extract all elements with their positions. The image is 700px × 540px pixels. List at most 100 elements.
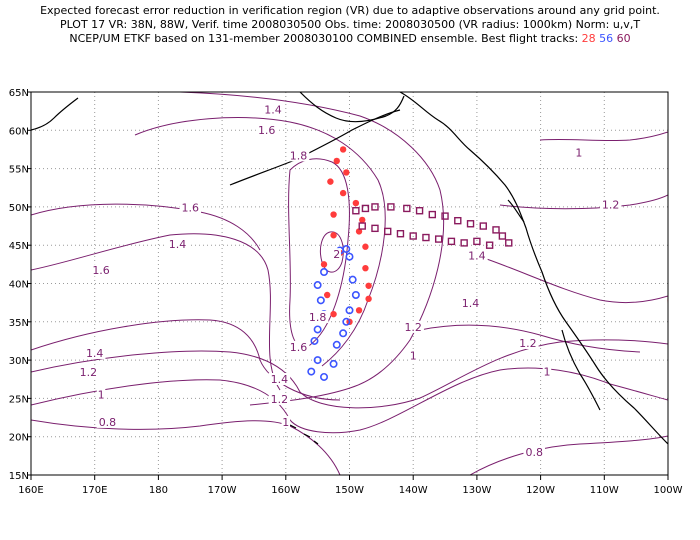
axis-ticks — [27, 91, 669, 480]
contour-label-bg — [179, 201, 201, 214]
contour-label-bg — [83, 346, 106, 359]
contour-label: 1.6 — [290, 341, 308, 354]
track-56-point — [345, 306, 354, 315]
track-56-point — [313, 325, 322, 334]
track-56-point — [332, 340, 341, 349]
track-60-point — [441, 212, 449, 220]
track-56-point — [320, 372, 329, 381]
track-56-point — [313, 281, 322, 290]
contour-label: 1.6 — [258, 124, 276, 137]
contour-label-bg — [306, 310, 329, 323]
contour-label-bg — [96, 388, 106, 401]
contour-label: 1.2 — [519, 337, 537, 350]
title-line-3: NCEP/UM ETKF based on 131-member 2008030… — [0, 32, 700, 46]
title-line-3-text: NCEP/UM ETKF based on 131-member 2008030… — [69, 32, 579, 45]
contour-label: 1 — [410, 349, 417, 362]
track-56-legend: 56 — [599, 32, 614, 45]
verification-region-circle — [667, 289, 668, 311]
track-28-point — [352, 199, 360, 207]
track-60-point — [361, 204, 370, 213]
contour-label: 2 — [333, 248, 340, 261]
contour-label-bg — [523, 445, 545, 458]
track-56-point — [329, 359, 338, 368]
contour-1-8-inner — [288, 158, 350, 348]
track-28-point — [355, 228, 363, 235]
track-28-point — [355, 307, 363, 314]
lon-tick-label: 120W — [526, 485, 555, 496]
contour-label-bg — [287, 340, 310, 353]
contour-label: 1 — [98, 388, 105, 401]
contour-label: 1 — [282, 416, 289, 429]
lat-tick-label: 35N — [9, 318, 29, 329]
contour-label: 1.6 — [182, 201, 200, 214]
contour-label-bg — [466, 249, 488, 262]
track-60-point — [492, 226, 500, 234]
lat-tick-label: 45N — [9, 241, 29, 252]
track-60-point — [460, 239, 468, 247]
contour-1-4-south — [31, 319, 341, 401]
track-60-point — [466, 220, 475, 228]
track-60-point — [434, 235, 443, 243]
track-28-point — [330, 211, 337, 218]
coastline-vancouver-island — [507, 199, 525, 223]
contour-label: 1.4 — [271, 373, 289, 386]
coastline-hawaii — [289, 424, 319, 445]
contour-label: 1.4 — [169, 238, 187, 251]
contour-1-4-north — [179, 92, 445, 406]
track-60-point — [358, 222, 366, 230]
contour-label: 1.6 — [92, 264, 110, 277]
coastline-baja — [561, 329, 601, 411]
track-60-point — [371, 203, 379, 211]
track-28-point — [330, 310, 337, 318]
track-28-legend: 28 — [581, 32, 596, 45]
contour-label: 1.4 — [468, 250, 486, 263]
track-28-point — [330, 232, 337, 239]
lat-tick-label: 60N — [9, 126, 29, 137]
lat-tick-label: 40N — [9, 280, 29, 291]
track-56-point — [351, 290, 360, 299]
flight-tracks — [307, 146, 513, 381]
track-56-point — [316, 296, 325, 305]
track-60-point — [473, 237, 481, 246]
track-60-point — [415, 207, 424, 215]
contour-1-6-west — [31, 203, 261, 251]
contour-label-bg — [255, 124, 278, 137]
lat-tick-label: 55N — [9, 165, 29, 176]
track-28-point — [339, 189, 347, 197]
track-60-point — [352, 207, 360, 215]
contour-label-bg — [77, 366, 100, 379]
track-60-point — [422, 233, 430, 242]
axis-labels: 160E 170E 180 170W 160W 150W 140W 130W 120W 110W 1… — [9, 88, 683, 496]
track-60-point — [479, 222, 487, 230]
track-60-point — [371, 224, 379, 233]
contour-label-bg — [96, 415, 119, 428]
contour-1-6-north — [134, 117, 386, 367]
contour-label: 1.4 — [86, 347, 104, 360]
map-content: 1.41.61.81.61.41.621.81.61.41.210.81.41.… — [31, 92, 668, 475]
contour-0-8-southeast — [469, 435, 668, 475]
track-60-point — [387, 203, 395, 211]
lat-tick-label: 15N — [9, 471, 29, 482]
track-28-point — [320, 261, 328, 268]
contour-label: 1.2 — [602, 198, 620, 211]
lon-tick-label: 180 — [149, 485, 168, 496]
track-60-point — [384, 227, 392, 236]
track-28-point — [362, 264, 369, 272]
coastline-alaska-north — [299, 92, 405, 123]
track-60-point — [403, 204, 411, 213]
track-28-point — [359, 216, 366, 224]
lon-tick-label: 170E — [82, 485, 107, 496]
contour-label-bg — [268, 373, 291, 386]
track-56-point — [342, 317, 351, 326]
contour-label-bg — [90, 264, 112, 277]
contour-label: 1.4 — [462, 297, 480, 310]
track-56-point — [307, 367, 316, 376]
lat-tick-label: 50N — [9, 203, 29, 214]
contour-label: 1.8 — [309, 311, 327, 324]
contour-label-bg — [281, 415, 291, 428]
track-60-point — [428, 210, 437, 219]
contour-label: 1 — [543, 365, 550, 378]
title-line-2: PLOT 17 VR: 38N, 88W, Verif. time 200803… — [59, 18, 641, 31]
track-56-point — [339, 329, 348, 338]
